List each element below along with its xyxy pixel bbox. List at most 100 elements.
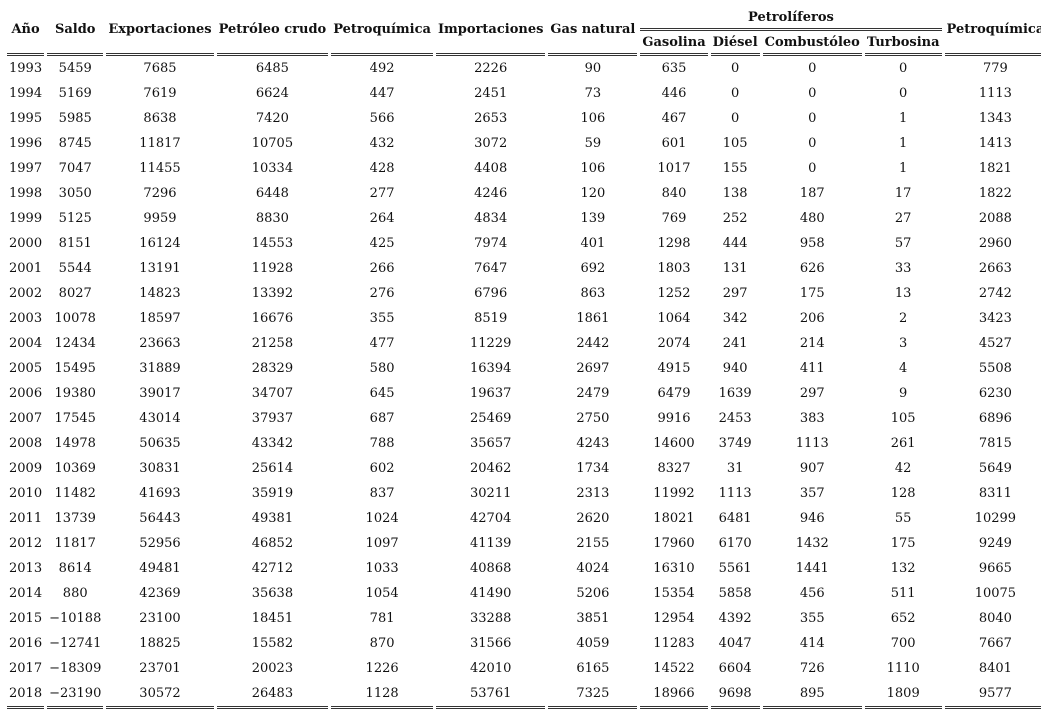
value-cell: 8614 (58, 561, 92, 576)
value-cell: 4 (899, 361, 908, 376)
value-cell: 28329 (251, 361, 294, 376)
value-cell: 4408 (474, 161, 508, 176)
value-cell: 18451 (251, 611, 294, 626)
table-row: 1994 5169 7619 6624 447 2451 73 446 0 0 0 1113 (7, 81, 1041, 106)
value-cell: 30572 (106, 681, 214, 709)
value-cell: 5459 (58, 61, 92, 76)
value-cell: 10075 (974, 586, 1017, 601)
value-cell: 0 (730, 61, 740, 76)
value-cell: 7047 (58, 161, 92, 176)
value-cell: 14600 (653, 436, 695, 451)
year-cell: 2016 (9, 636, 43, 651)
value-cell: 1821 (978, 161, 1012, 176)
value-cell: 14823 (139, 286, 181, 301)
value-cell: 9916 (657, 411, 691, 426)
value-cell: 11928 (251, 261, 294, 276)
value-cell: 2750 (576, 411, 610, 426)
value-cell: 428 (369, 161, 395, 176)
value-cell: 12434 (54, 336, 96, 351)
value-cell: 43342 (251, 436, 294, 451)
value-cell: 1252 (657, 286, 691, 301)
year-cell: 2008 (9, 436, 43, 451)
value-cell: 16310 (653, 561, 695, 576)
table-row: 2011 13739 56443 49381 1024 42704 2620 18021 648… (7, 506, 1041, 531)
value-cell: 4834 (474, 211, 508, 226)
value-cell: 10369 (54, 461, 96, 476)
value-cell: 1298 (657, 236, 691, 251)
value-cell: 23663 (139, 336, 181, 351)
column-header: Combustóleo (762, 31, 862, 56)
value-cell: 25614 (251, 461, 294, 476)
value-cell: 1803 (657, 261, 691, 276)
value-cell: 106 (580, 161, 606, 176)
value-cell: 50635 (139, 436, 181, 451)
value-cell: 11817 (139, 136, 181, 151)
value-cell: 2074 (657, 336, 691, 351)
year-cell: 2009 (9, 461, 43, 476)
value-cell: 175 (799, 286, 825, 301)
value-cell: 5125 (58, 211, 92, 226)
value-cell: 7296 (143, 186, 177, 201)
value-cell: 214 (799, 336, 825, 351)
value-cell: 35919 (251, 486, 294, 501)
value-cell: 692 (580, 261, 606, 276)
column-header: Importaciones (435, 6, 546, 56)
value-cell: 2697 (576, 361, 610, 376)
value-cell: 4392 (718, 611, 752, 626)
value-cell: 56443 (139, 511, 181, 526)
value-cell: 0 (808, 111, 817, 126)
table-row: 2007 17545 43014 37937 687 25469 2750 9916 2453 3… (7, 406, 1041, 431)
column-header: Petroquímica (944, 6, 1041, 56)
value-cell: 46852 (251, 536, 294, 551)
value-cell: 7325 (548, 681, 638, 709)
value-cell: 6170 (718, 536, 752, 551)
value-cell: 105 (722, 136, 748, 151)
year-cell: 2005 (9, 361, 43, 376)
value-cell: 870 (369, 636, 395, 651)
value-cell: 5561 (718, 561, 752, 576)
value-cell: 6230 (978, 386, 1012, 401)
value-cell: 20462 (470, 461, 512, 476)
value-cell: 25469 (470, 411, 512, 426)
value-cell: 2620 (576, 511, 610, 526)
value-cell: 73 (584, 86, 602, 101)
year-cell: 1995 (9, 111, 43, 126)
value-cell: 1054 (365, 586, 399, 601)
value-cell: 6896 (978, 411, 1012, 426)
value-cell: 261 (890, 436, 916, 451)
year-cell: 2018 (7, 681, 45, 709)
value-cell: 138 (722, 186, 748, 201)
table-row: 2002 8027 14823 13392 276 6796 863 1252 297 175 13… (7, 281, 1041, 306)
value-cell: 3072 (474, 136, 508, 151)
value-cell: 480 (799, 211, 825, 226)
header-subrow: Gasolina Diésel Combustóleo Turbosina (7, 31, 1041, 56)
year-cell: 2000 (9, 236, 43, 251)
value-cell: 7974 (474, 236, 508, 251)
value-cell: 432 (369, 136, 395, 151)
value-cell: 401 (580, 236, 606, 251)
value-cell: 342 (722, 311, 748, 326)
column-header: Exportaciones (106, 6, 214, 56)
table-row: 2017 −18309 23701 20023 1226 42010 6165 14522 66… (7, 656, 1041, 681)
value-cell: 175 (890, 536, 916, 551)
value-cell: 2155 (576, 536, 610, 551)
value-cell: 13191 (139, 261, 181, 276)
value-cell: 355 (369, 311, 395, 326)
value-cell: 266 (369, 261, 395, 276)
value-cell: 1441 (795, 561, 829, 576)
value-cell: 31889 (139, 361, 181, 376)
value-cell: 6485 (255, 61, 289, 76)
value-cell: 6796 (474, 286, 508, 301)
value-cell: 411 (799, 361, 825, 376)
value-cell: 33 (894, 261, 912, 276)
column-header: Diésel (710, 31, 760, 56)
value-cell: 19637 (470, 386, 512, 401)
value-cell: 4059 (576, 636, 610, 651)
year-cell: 2006 (9, 386, 43, 401)
value-cell: −10188 (49, 611, 102, 626)
value-cell: 779 (982, 61, 1008, 76)
year-cell: 2013 (9, 561, 43, 576)
column-header: Gas natural (548, 6, 638, 56)
value-cell: 59 (584, 136, 602, 151)
year-cell: 1994 (9, 86, 43, 101)
